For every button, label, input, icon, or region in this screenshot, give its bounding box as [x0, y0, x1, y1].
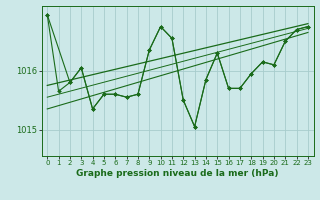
X-axis label: Graphe pression niveau de la mer (hPa): Graphe pression niveau de la mer (hPa) [76, 169, 279, 178]
